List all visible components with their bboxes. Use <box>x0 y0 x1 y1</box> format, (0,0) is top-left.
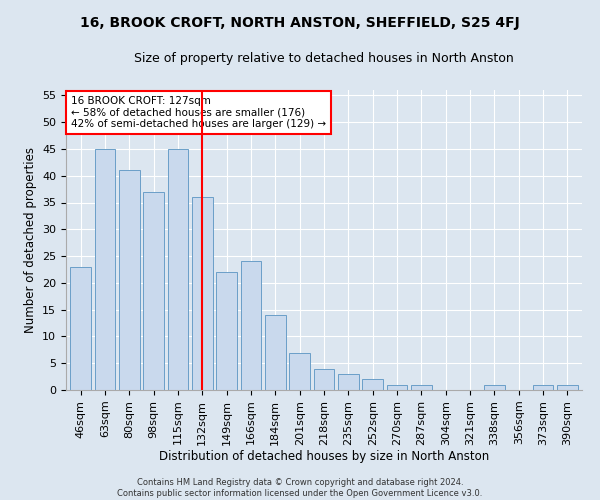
Bar <box>533 384 553 390</box>
Bar <box>192 197 212 390</box>
Bar <box>338 374 359 390</box>
Text: 16 BROOK CROFT: 127sqm
← 58% of detached houses are smaller (176)
42% of semi-de: 16 BROOK CROFT: 127sqm ← 58% of detached… <box>71 96 326 129</box>
Bar <box>95 149 115 390</box>
Bar <box>119 170 140 390</box>
Bar <box>386 384 407 390</box>
X-axis label: Distribution of detached houses by size in North Anston: Distribution of detached houses by size … <box>159 450 489 464</box>
Bar <box>143 192 164 390</box>
Bar <box>314 368 334 390</box>
Bar <box>289 352 310 390</box>
Bar <box>484 384 505 390</box>
Bar <box>362 380 383 390</box>
Bar <box>216 272 237 390</box>
Bar <box>265 315 286 390</box>
Y-axis label: Number of detached properties: Number of detached properties <box>23 147 37 333</box>
Bar <box>411 384 432 390</box>
Bar <box>241 262 262 390</box>
Bar <box>70 267 91 390</box>
Bar <box>557 384 578 390</box>
Bar <box>167 149 188 390</box>
Title: Size of property relative to detached houses in North Anston: Size of property relative to detached ho… <box>134 52 514 65</box>
Text: 16, BROOK CROFT, NORTH ANSTON, SHEFFIELD, S25 4FJ: 16, BROOK CROFT, NORTH ANSTON, SHEFFIELD… <box>80 16 520 30</box>
Text: Contains HM Land Registry data © Crown copyright and database right 2024.
Contai: Contains HM Land Registry data © Crown c… <box>118 478 482 498</box>
